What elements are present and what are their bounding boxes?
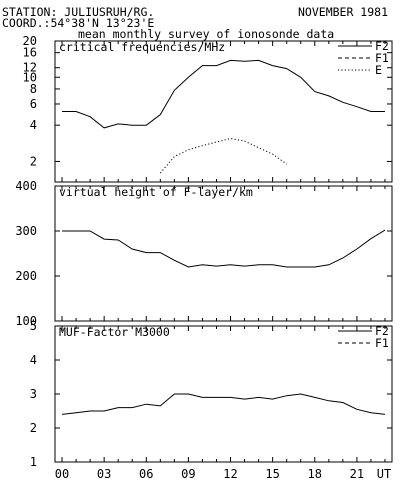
y-tick-label: 1 [30, 455, 37, 469]
series-line-f2 [62, 59, 385, 129]
legend-label-f2: F2 [375, 324, 389, 338]
y-tick-label: 100 [15, 314, 37, 328]
panel-3-title: MUF-Factor M3000 [59, 325, 170, 339]
panel-1-frame [54, 40, 393, 183]
coordinates-label: COORD.:54°38'N 13°23'E [2, 16, 155, 30]
chart-subtitle: mean monthly survey of ionosonde data [78, 27, 335, 41]
series-line-f2 [61, 393, 386, 415]
y-tick-label: 300 [15, 224, 37, 238]
x-tick-label: 00 [55, 467, 69, 480]
y-tick-label: 6 [30, 97, 37, 111]
y-tick-label: 200 [15, 269, 37, 283]
legend-label-f1: F1 [375, 51, 389, 65]
x-tick-label: 15 [265, 467, 279, 480]
legend-label-f1: F1 [375, 336, 389, 350]
y-tick-label: 2 [30, 421, 37, 435]
y-tick-label: 20 [23, 34, 37, 48]
y-tick-label: 8 [30, 82, 37, 96]
series-line-e [159, 137, 287, 174]
y-tick-label: 4 [30, 118, 37, 132]
series-line-value [62, 229, 386, 268]
y-tick-label: 12 [23, 61, 37, 75]
legend-label-e: E [375, 63, 382, 77]
y-tick-label: 4 [30, 353, 37, 367]
x-tick-label: UT [377, 467, 391, 480]
y-tick-label: 16 [23, 46, 37, 60]
y-tick-label: 400 [15, 179, 37, 193]
panel-2-frame [54, 185, 393, 322]
y-tick-label: 3 [30, 387, 37, 401]
x-tick-label: 03 [97, 467, 111, 480]
y-tick-label: 10 [23, 70, 37, 84]
panel-2-title: virtual height of F-layer/km [59, 185, 253, 199]
x-tick-label: 21 [350, 467, 364, 480]
y-tick-label: 5 [30, 319, 37, 333]
x-tick-label: 09 [181, 467, 195, 480]
legend-label-f2: F2 [375, 39, 389, 53]
station-label: STATION: JULIUSRUH/RG. [2, 5, 155, 19]
panel-1-title: critical frequencies/MHz [59, 40, 225, 54]
x-tick-label: 12 [223, 467, 237, 480]
y-tick-label: 2 [30, 154, 37, 168]
x-tick-label: 06 [139, 467, 153, 480]
month-label: NOVEMBER 1981 [298, 5, 389, 19]
x-tick-label: 18 [308, 467, 322, 480]
panel-3-frame [54, 325, 393, 463]
